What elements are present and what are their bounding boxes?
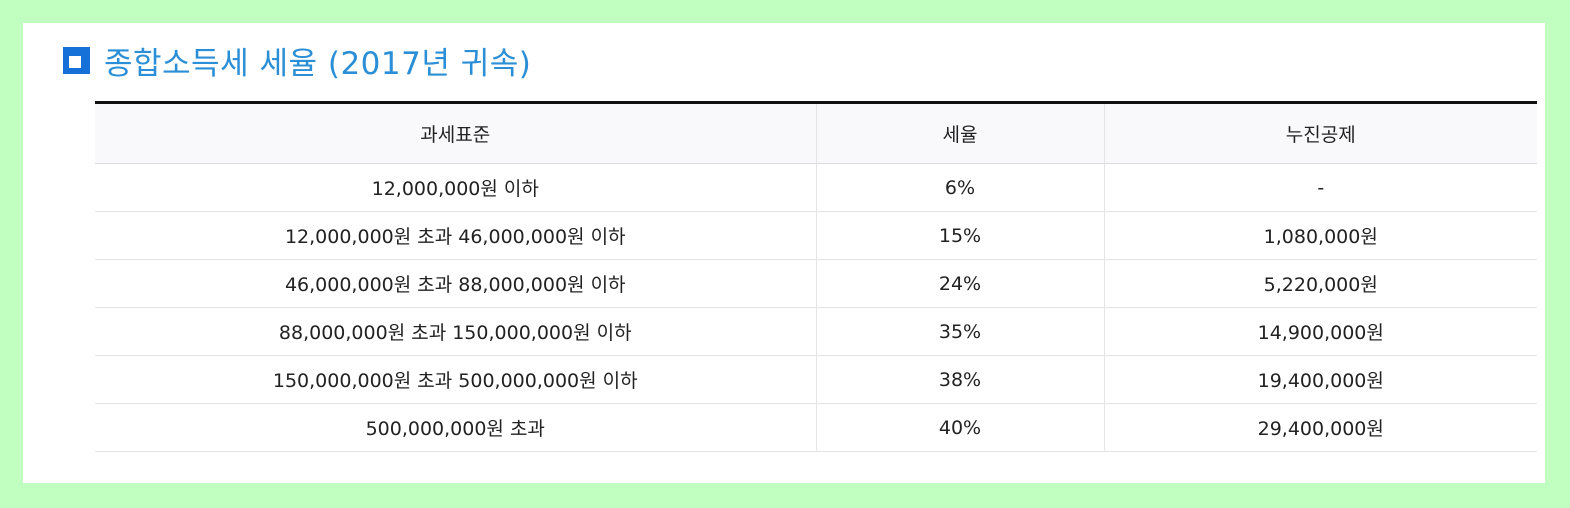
cell-tax-rate: 15% xyxy=(815,211,1104,260)
table-row: 88,000,000원 초과 150,000,000원 이하 35% 14,90… xyxy=(95,307,1537,356)
square-bullet-icon xyxy=(63,46,90,74)
cell-tax-base: 46,000,000원 초과 88,000,000원 이하 xyxy=(95,259,816,308)
cell-tax-base: 500,000,000원 초과 xyxy=(95,403,816,452)
cell-deduction: - xyxy=(1103,163,1537,212)
cell-deduction: 1,080,000원 xyxy=(1103,211,1537,260)
cell-deduction: 14,900,000원 xyxy=(1103,307,1537,356)
header-progressive-deduction: 누진공제 xyxy=(1103,102,1537,164)
table-header-row: 과세표준 세율 누진공제 xyxy=(95,102,1537,164)
cell-tax-base: 12,000,000원 초과 46,000,000원 이하 xyxy=(95,211,816,260)
cell-tax-rate: 35% xyxy=(815,307,1104,356)
section-title: 종합소득세 세율 (2017년 귀속) xyxy=(104,45,532,82)
table-row: 500,000,000원 초과 40% 29,400,000원 xyxy=(95,403,1537,452)
cell-tax-rate: 24% xyxy=(815,259,1104,308)
tax-rate-table: 과세표준 세율 누진공제 12,000,000원 이하 6% - 12,000,… xyxy=(95,101,1537,452)
cell-tax-rate: 40% xyxy=(815,403,1104,452)
table-row: 46,000,000원 초과 88,000,000원 이하 24% 5,220,… xyxy=(95,259,1537,308)
cell-tax-base: 150,000,000원 초과 500,000,000원 이하 xyxy=(95,355,816,404)
cell-tax-base: 12,000,000원 이하 xyxy=(95,163,816,212)
content-panel: 종합소득세 세율 (2017년 귀속) 과세표준 세율 누진공제 12,000,… xyxy=(23,23,1545,483)
cell-deduction: 19,400,000원 xyxy=(1103,355,1537,404)
cell-tax-base: 88,000,000원 초과 150,000,000원 이하 xyxy=(95,307,816,356)
cell-tax-rate: 6% xyxy=(815,163,1104,212)
header-tax-base: 과세표준 xyxy=(95,102,816,164)
table-row: 12,000,000원 이하 6% - xyxy=(95,163,1537,212)
cell-deduction: 5,220,000원 xyxy=(1103,259,1537,308)
cell-tax-rate: 38% xyxy=(815,355,1104,404)
table-row: 150,000,000원 초과 500,000,000원 이하 38% 19,4… xyxy=(95,355,1537,404)
cell-deduction: 29,400,000원 xyxy=(1103,403,1537,452)
section-header: 종합소득세 세율 (2017년 귀속) xyxy=(63,37,531,83)
header-tax-rate: 세율 xyxy=(815,102,1104,164)
table-row: 12,000,000원 초과 46,000,000원 이하 15% 1,080,… xyxy=(95,211,1537,260)
